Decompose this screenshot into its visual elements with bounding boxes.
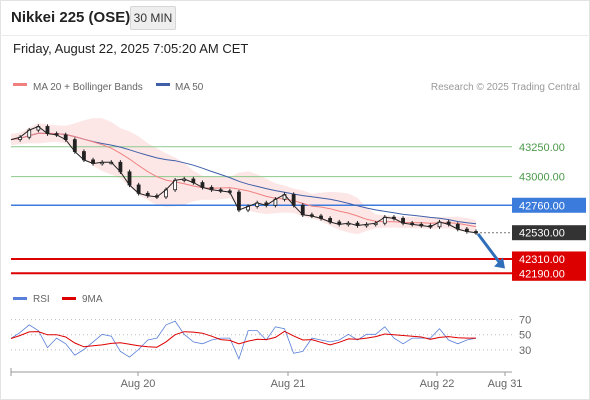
rsi-panel: 30 50 70 [10,315,531,361]
level-label: 42530.00 [519,228,565,240]
rsi-tick-label: 50 [519,330,531,342]
rsi-tick-label: 70 [519,315,531,327]
rsi-ma-line [10,330,476,348]
level-label-bg [512,197,586,213]
ma50-legend-label: MA 50 [175,82,204,93]
level-label: 42760.00 [519,200,565,212]
x-tick-label: Aug 31 [488,378,523,390]
chart-datetime: Friday, August 22, 2025 7:05:20 AM CET [13,41,249,56]
forecast-arrow-head [494,257,505,269]
forecast-arrow-shaft [476,233,503,266]
rsi-legend-swatch [13,297,27,300]
level-label-bg [512,265,586,281]
x-axis: Aug 20 Aug 21 Aug 22 Aug 31 [10,368,523,390]
rsi-ma-legend-swatch [62,297,76,300]
level-label-bg [512,251,586,267]
x-tick-label: Aug 21 [271,378,306,390]
instrument-title: Nikkei 225 (OSE) [11,9,131,26]
x-tick-label: Aug 22 [420,378,455,390]
ma50-legend-swatch [156,83,170,86]
rsi-line [10,320,477,361]
level-label-bg [512,225,586,241]
level-label: 42190.00 [519,268,565,280]
rsi-tick-label: 30 [519,345,531,357]
rsi-ma-legend-label: 9MA [82,294,103,305]
price-line [10,125,477,234]
ma20-line [10,132,477,228]
attribution: Research © 2025 Trading Central [431,82,580,93]
rsi-legend-label: RSI [33,294,50,305]
x-tick-label: Aug 20 [121,378,156,390]
ma20-legend-label: MA 20 + Bollinger Bands [33,82,143,93]
price-panel: 43250.00 43000.00 42760.00 42530.00 42310.00… [10,118,586,281]
timeframe-button[interactable]: 30 MIN [130,6,176,30]
chart-header: Nikkei 225 (OSE) 30 MIN [0,0,590,36]
level-label: 43250.00 [519,142,565,154]
level-label: 42310.00 [519,254,565,266]
ma20-legend-swatch [13,83,27,86]
level-label: 43000.00 [519,172,565,184]
